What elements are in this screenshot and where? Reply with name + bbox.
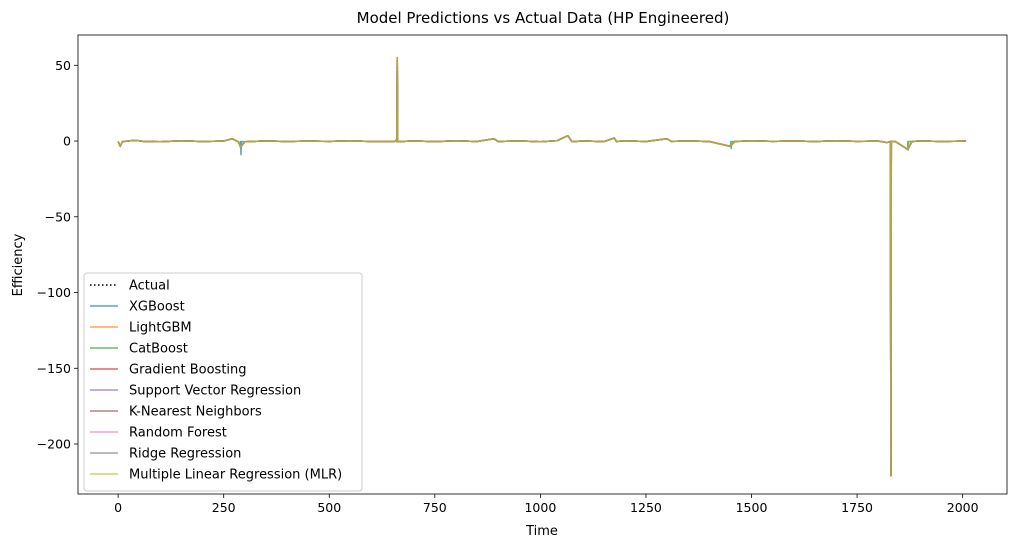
legend-box	[83, 272, 363, 492]
x-tick-label: 1250	[630, 500, 662, 515]
y-tick-label: −200	[37, 437, 71, 452]
y-axis-label: Efficiency	[11, 233, 26, 296]
x-tick-label: 1500	[736, 500, 768, 515]
y-tick-label: −100	[37, 285, 71, 300]
axes: 0 250 500 750 1000 1250 1500 1750 2000500−50−100…	[37, 34, 1008, 515]
x-tick-label: 1000	[524, 500, 556, 515]
x-tick-label: 750	[423, 500, 447, 515]
legend-label-k-nearest-neighbors: K-Nearest Neighbors	[129, 405, 262, 420]
legend-label-xgboost: XGBoost	[129, 300, 185, 315]
series-line-multiple-linear-regression-mlr	[117, 56, 967, 477]
legend-label-lightgbm: LightGBM	[129, 321, 192, 336]
x-tick-label: 2000	[947, 500, 979, 515]
y-tick-label: −50	[45, 209, 71, 224]
x-tick-label: 0	[114, 500, 122, 515]
plot-frame	[77, 34, 1008, 495]
x-tick-label: 250	[212, 500, 236, 515]
legend-label-ridge-regression: Ridge Regression	[129, 447, 241, 462]
legend-label-actual: Actual	[129, 279, 170, 294]
legend-label-multiple-linear-regression-mlr: Multiple Linear Regression (MLR)	[129, 468, 342, 483]
y-tick-label: 0	[63, 134, 71, 149]
legend-label-catboost: CatBoost	[129, 342, 188, 357]
legend-label-gradient-boosting: Gradient Boosting	[129, 363, 247, 378]
series-lines	[117, 56, 967, 477]
y-tick-label: 50	[55, 58, 71, 73]
legend: Actual XGBoost LightGBM CatBoost Gradient Bo…	[83, 272, 363, 492]
legend-label-random-forest: Random Forest	[129, 426, 227, 441]
chart-title: Model Predictions vs Actual Data (HP Eng…	[357, 9, 730, 27]
legend-label-support-vector-regression: Support Vector Regression	[129, 384, 301, 399]
plot-area	[117, 56, 967, 477]
x-axis-label: Time	[525, 524, 558, 539]
y-tick-label: −150	[37, 361, 71, 376]
x-tick-label: 1750	[841, 500, 873, 515]
x-tick-label: 500	[317, 500, 341, 515]
